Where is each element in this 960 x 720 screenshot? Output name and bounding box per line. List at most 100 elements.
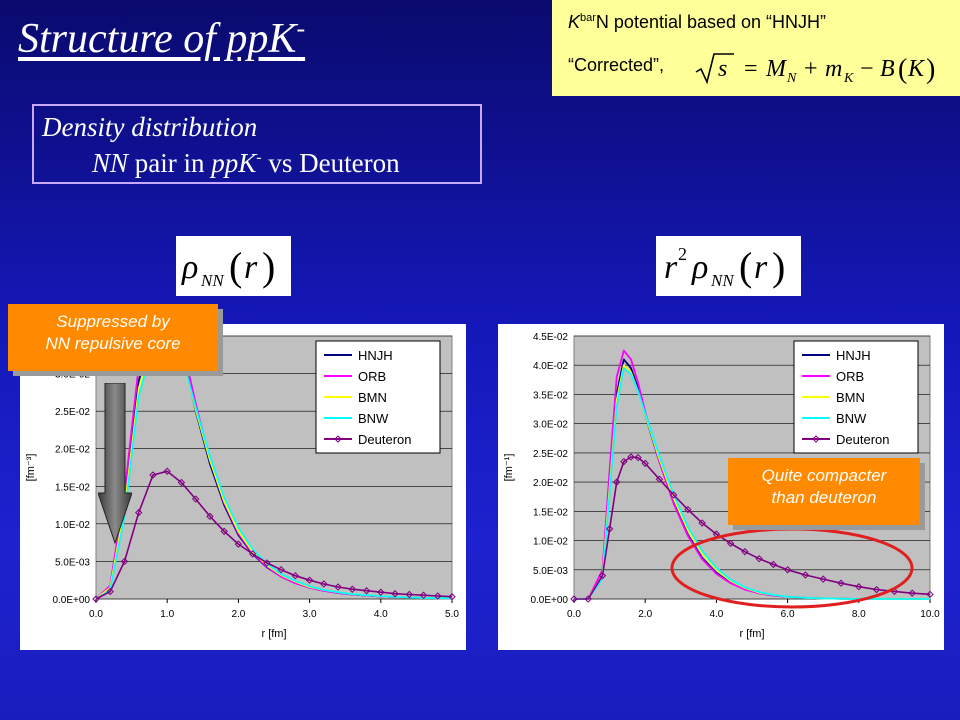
deuteron-marker: [627, 453, 635, 461]
highlight-ellipse: [670, 527, 914, 609]
x-tick-label: 6.0: [781, 609, 795, 620]
deuteron-marker: [177, 478, 186, 487]
legend-marker: [334, 435, 342, 443]
legend-label: BNW: [836, 411, 867, 426]
deuteron-marker: [598, 571, 607, 580]
deuteron-marker: [726, 539, 735, 548]
svg-text:r: r: [754, 249, 768, 286]
y-tick-label: 4.5E-02: [533, 332, 568, 343]
slide-title: Structure of ppK-: [18, 14, 305, 63]
deuteron-marker: [605, 525, 614, 533]
deuteron-marker: [783, 566, 792, 574]
x-tick-label: 8.0: [852, 609, 866, 620]
deuteron-marker: [620, 457, 628, 466]
ppk-text: ppK: [211, 148, 257, 178]
legend-label: Deuteron: [358, 432, 411, 447]
deuteron-marker: [263, 559, 271, 567]
deuteron-marker: [837, 579, 845, 587]
deuteron-marker: [334, 583, 342, 591]
deuteron-marker: [405, 590, 413, 599]
deuteron-marker: [872, 585, 881, 594]
deuteron-marker: [135, 508, 143, 517]
y-tick-label: 0.0E+00: [530, 595, 568, 606]
deuteron-marker: [755, 554, 763, 563]
potential-line-2: “Corrected”,: [568, 55, 665, 75]
deuteron-marker: [634, 453, 642, 462]
svg-text:r: r: [244, 249, 258, 286]
deuteron-marker: [149, 471, 157, 479]
deuteron-marker: [434, 592, 442, 600]
y-axis-label: [fm⁻³]: [25, 454, 37, 482]
y-tick-label: 5.0E-03: [55, 557, 90, 568]
svg-text:NN: NN: [710, 271, 735, 290]
svg-text:=: =: [744, 56, 758, 82]
density-description-box: Density distribution NN pair in ppK- vs …: [32, 104, 482, 184]
svg-text:M: M: [765, 56, 788, 82]
legend-label: BMN: [836, 390, 865, 405]
nn-text: NN: [92, 148, 129, 178]
deuteron-marker: [391, 590, 399, 598]
legend-label: BMN: [358, 390, 387, 405]
y-tick-label: 2.0E-02: [55, 445, 90, 456]
deuteron-marker: [655, 475, 664, 483]
deuteron-marker: [206, 512, 214, 521]
svg-text:−: −: [860, 56, 874, 82]
down-arrow-icon: [98, 383, 132, 545]
x-tick-label: 2.0: [231, 609, 245, 620]
density-line-1: Density distribution: [42, 112, 258, 142]
legend-label: BNW: [358, 411, 389, 426]
x-axis-label: r [fm]: [739, 628, 764, 640]
deuteron-marker: [377, 588, 385, 596]
sqrt-s-formula: s = M N + m K − B ( K ): [695, 53, 935, 86]
svg-text:): ): [772, 244, 785, 289]
svg-text:K: K: [907, 56, 926, 82]
y-tick-label: 4.0E-02: [533, 361, 568, 372]
deuteron-marker: [277, 565, 285, 574]
deuteron-marker: [234, 540, 243, 548]
deuteron-marker: [106, 587, 114, 596]
deuteron-marker: [305, 576, 314, 584]
deuteron-marker: [613, 478, 621, 486]
x-tick-label: 2.0: [638, 609, 652, 620]
deuteron-marker: [419, 591, 428, 599]
x-tick-label: 0.0: [567, 609, 581, 620]
svg-text:2: 2: [678, 244, 687, 264]
deuteron-marker: [191, 495, 200, 503]
svg-text:): ): [262, 244, 275, 289]
x-tick-label: 1.0: [160, 609, 174, 620]
svg-text:m: m: [825, 56, 842, 82]
svg-text:+: +: [804, 56, 818, 82]
svg-text:): ): [926, 54, 935, 85]
y-tick-label: 2.5E-02: [533, 449, 568, 460]
chart-rho-nn: 0.0E+00 5.0E-03 1.0E-02 1.5E-02 2.0E-02 2.5E-…: [20, 324, 466, 650]
y-tick-label: 1.5E-02: [533, 507, 568, 518]
deuteron-marker: [220, 527, 228, 536]
x-tick-label: 4.0: [709, 609, 723, 620]
series-line-bnw: [574, 367, 930, 600]
deuteron-marker: [819, 575, 827, 583]
svg-text:(: (: [229, 244, 242, 289]
y-axis-label: [fm⁻¹]: [503, 454, 515, 482]
vs-deuteron-text: vs Deuteron: [261, 148, 400, 178]
svg-text:(: (: [739, 244, 752, 289]
deuteron-marker: [291, 571, 300, 580]
callout-suppressed-line2: NN repulsive core: [45, 334, 181, 353]
callout-suppressed: Suppressed by NN repulsive core: [8, 304, 218, 371]
deuteron-marker: [669, 491, 678, 499]
svg-text:r: r: [664, 249, 678, 286]
svg-text:s: s: [718, 56, 727, 82]
deuteron-marker: [926, 590, 934, 599]
x-axis-label: r [fm]: [261, 628, 286, 640]
deuteron-marker: [248, 550, 257, 558]
deuteron-marker: [641, 459, 649, 468]
legend-label: Deuteron: [836, 432, 889, 447]
potential-k: K: [568, 12, 581, 32]
x-tick-label: 4.0: [374, 609, 388, 620]
y-tick-label: 3.0E-02: [55, 370, 90, 381]
svg-text:N: N: [786, 71, 797, 86]
callout-suppressed-line1: Suppressed by: [56, 312, 170, 331]
legend-label: ORB: [836, 369, 864, 384]
callout-compacter-line2: than deuteron: [771, 488, 877, 507]
formula-rho-nn: ρ NN ( r ): [176, 236, 291, 296]
svg-text:ρ: ρ: [181, 249, 198, 286]
